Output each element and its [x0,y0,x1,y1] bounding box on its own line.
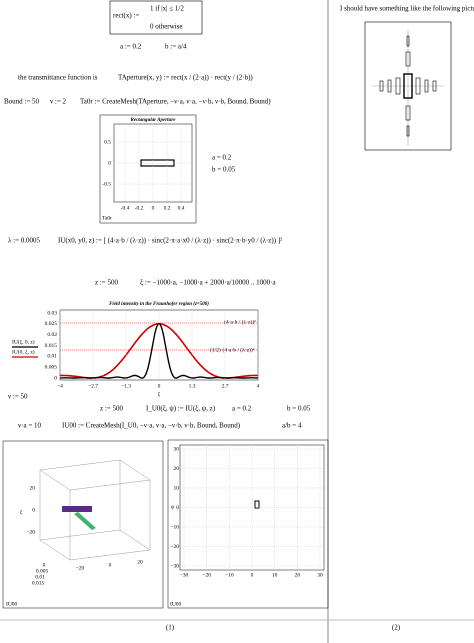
y-tick-label: −30 [170,563,179,569]
y-tick-label: 0.015 [45,343,58,349]
spot [254,500,260,509]
text: I should have something like the followi… [340,5,474,13]
y-tick-label: 0 [109,562,112,568]
y-tick-label: −10 [170,524,179,530]
text: ν := 2 [50,98,67,106]
y-tick-label: 20 [174,466,180,472]
text: the transmittance function is [18,74,98,82]
x-tick-label: 20 [295,572,301,578]
y-tick-label: 0 [54,375,57,381]
x-tick-label: 0 [43,562,46,568]
text: Bound := 50 [4,98,40,106]
z-tick-label: 20 [30,485,36,491]
text: TAperture(x, y) := rect(x / (2·a)) · rec… [118,74,253,82]
x-tick-label: −30 [180,572,189,578]
plot-frame [2,440,164,609]
text: b := a/4 [165,43,187,51]
y-tick-label: −20 [170,544,179,550]
y-tick-label: 0.005 [45,364,58,370]
axis-label: ψ [171,504,175,510]
caption: (1) [166,624,175,632]
x-tick-label: 0 [152,205,155,211]
x-tick-label: 10 [272,572,278,578]
surface [62,506,92,512]
y-tick-label: 0 [176,505,179,511]
text: ν·a = 10 [18,422,42,430]
y-tick-label: 0 [108,160,111,166]
y-tick-label: 0.02 [47,332,57,338]
x-tick-label: 0 [251,572,254,578]
annotation: (1/2)·(4·a·b / (λ·z))² [210,346,255,353]
plot-label: IU00 [170,601,182,607]
text: a := 0.2 [120,43,142,51]
text: a = 0.2 [212,154,232,162]
x-tick-label: 0.2 [164,205,171,211]
plot-title: Rectangular Aperture [131,118,177,123]
y-tick-label: 10 [174,485,180,491]
plot-frame [99,114,197,224]
legend-entry: IU(0, ξ, z) [12,348,35,355]
y-tick-label: 0.01 [47,354,57,360]
y-tick-label: −20 [76,565,85,571]
plot-label: Ta0r [102,215,112,221]
text: ξ := −1000·a, −1000·a + 2000·a/10000 .. … [140,279,276,287]
z-tick-label: 0 [32,507,35,513]
z-tick-label: −20 [26,529,35,535]
y-tick-label: 0.5 [104,139,111,145]
aperture [140,159,175,167]
x-tick-label: −2.7 [88,383,98,389]
text: 0 otherwise [150,23,182,31]
axis-label: ξ [20,509,23,515]
x-tick-label: 2.7 [222,383,229,389]
caption: (2) [392,624,401,632]
text: b = 0.05 [212,166,236,174]
text: z := 500 [95,279,118,287]
x-tick-label: 0 [158,383,161,389]
plot-frame [167,439,329,609]
annotation: (4·a·b / (λ·z))² [224,318,256,325]
surface [74,512,96,530]
plot-title: Field intensity in the Fraunhofer region… [109,302,209,307]
def-box [109,0,203,35]
y-tick-label: 30 [174,446,180,452]
text: Ta0r := CreateMesh(TAperture, −ν·a, ν·a,… [80,98,271,106]
text: a = 0.2 [232,405,252,413]
text: z := 500 [100,405,123,413]
x-tick-label: 0.4 [178,205,185,211]
wireframe [39,459,151,561]
x-tick-label: 0.01 [35,574,45,580]
y-tick-label: 0.025 [45,321,58,327]
text: a/b = 4 [282,422,302,430]
x-tick-label: −20 [202,572,211,578]
x-tick-label: −1.3 [121,383,131,389]
text: I_U0(ξ, ψ) := IU(ξ, ψ, z) [146,405,216,413]
x-tick-label: 4 [257,383,260,389]
x-tick-label: −10 [225,572,234,578]
x-tick-label: 0.005 [36,568,49,574]
text: rect(x) := [113,12,139,20]
text: b = 0.05 [287,405,311,413]
picture-content [372,30,444,145]
text: λ := 0.0005 [8,237,41,245]
text: ν := 50 [8,393,28,401]
y-tick-label: 0.03 [47,310,57,316]
y-tick-label: -0.5 [102,181,111,187]
x-tick-label: -0.4 [121,205,130,211]
x-tick-label: 1.3 [189,383,196,389]
text: 1 if |x| ≤ 1/2 [150,5,184,13]
x-tick-label: -0.2 [135,205,144,211]
plot-label: IU00 [6,601,18,607]
y-tick-label: 20 [137,559,143,565]
axis-label: ξ [158,391,161,397]
text: IU00 := CreateMesh(I_U0, −ν·a, ν·a, −ν·b… [62,422,241,430]
x-tick-label: −4 [57,383,63,389]
x-tick-label: 30 [317,572,323,578]
x-tick-label: 0.015 [32,580,45,586]
text: IU(x0, y0, z) := [ (4·a·b / (λ·z)) · sin… [58,237,282,245]
legend-entry: IU(ξ, 0, z) [12,338,35,345]
